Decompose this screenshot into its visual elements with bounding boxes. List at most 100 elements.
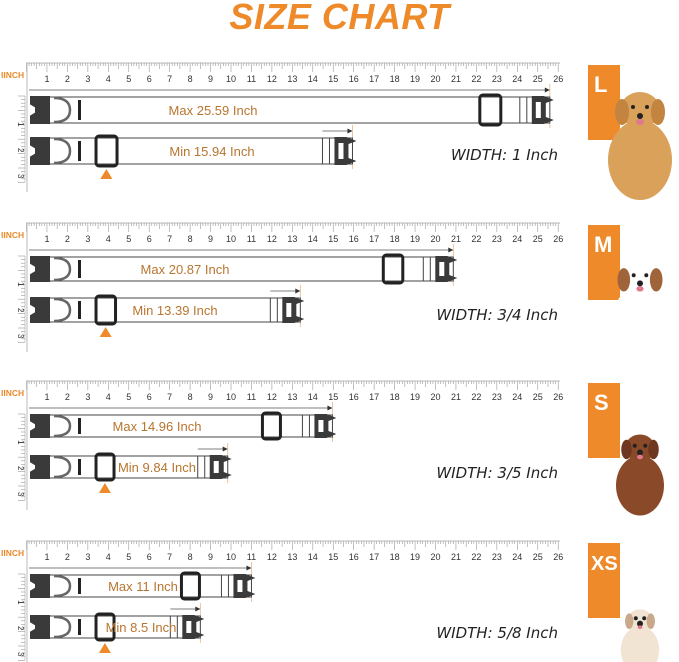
min-collar: Min 13.39 Inch [30,285,305,337]
slider-buckle-icon [94,134,119,168]
buckle-female-icon [30,297,50,323]
buckle-female-icon [30,96,50,124]
stitch-bar [78,619,81,635]
vertical-tick-label: 2 [16,466,25,471]
vertical-tick-label: 3 [16,334,25,339]
ruler-tick-label: 16 [349,392,359,402]
stitch-bar [78,100,81,120]
dog-photo-golden-retriever [608,92,672,200]
dog-tongue [637,454,643,460]
dog-eye [645,105,649,109]
ruler-tick-label: 22 [471,552,481,562]
ruler-tick-label: 19 [410,74,420,84]
buckle-slot [186,621,192,633]
ruler-tick-label: 1 [44,552,49,562]
stitch-bar [78,260,81,278]
size-badge [588,225,620,300]
dog-nose [637,449,643,456]
ruler-tick-label: 21 [451,234,461,244]
size-badge-label: M [594,232,612,257]
ruler-tick-label: 24 [512,74,522,84]
dog-eye [631,105,635,109]
ruler-tick-label: 9 [208,74,213,84]
size-chart-title: SIZE CHART [229,0,450,37]
stitch-bar [78,301,81,319]
buckle-male-icon [282,297,305,323]
keeper-loop [519,96,528,124]
d-ring-icon [53,574,72,598]
buckle-male-icon [314,414,337,438]
dog-nose [637,113,643,119]
ruler-tick-label: 10 [226,552,236,562]
ruler-tick-label: 17 [369,392,379,402]
arrow-head-icon [544,87,550,93]
max-length-label: Max 25.59 Inch [169,103,258,118]
d-ring-icon [53,297,72,323]
ruler-tick-label: 25 [533,552,543,562]
vertical-tick-label: 2 [16,626,25,631]
dog-nose [637,280,643,287]
vertical-tick-label: 3 [16,492,25,497]
ruler-tick-label: 17 [369,552,379,562]
ruler-tick-label: 26 [553,234,563,244]
dog-eye [642,616,647,621]
vertical-tick-label: 2 [16,148,25,153]
max-collar: Max 20.87 Inch [29,244,458,286]
ruler-tick-label: 18 [390,74,400,84]
slider-buckle-icon [478,93,503,127]
width-label: WIDTH: 1 Inch [451,146,558,164]
adjust-triangle-icon [98,483,111,493]
ruler-tick-label: 22 [471,74,481,84]
ruler-tick-label: 10 [226,392,236,402]
keeper-loop [301,414,310,438]
adjust-triangle-icon [99,327,112,337]
vertical-tick-label: 1 [16,600,25,605]
dog-nose [637,620,643,627]
size-section-s: 1 2 3 4 5 6 7 8 9 10 11 12 13 14 15 16 17 18 19 20 21 22 23 24 2… [1,380,664,516]
ruler-tick-label: 6 [147,392,152,402]
buckle-female-icon [30,615,50,639]
ruler-tick-label: 12 [267,552,277,562]
dog-ear [615,99,629,125]
ruler-tick-label: 1 [44,74,49,84]
ruler-tick-label: 11 [247,234,256,244]
ruler-tick-label: 13 [287,392,297,402]
dog-photo-chihuahua [620,609,660,662]
ruler-tick-label: 26 [553,552,563,562]
keeper-loop [169,615,178,639]
buckle-male-icon [531,96,554,124]
collar-strap [47,137,353,165]
width-label: WIDTH: 3/5 Inch [436,464,558,482]
buckle-male-icon [182,615,205,639]
ruler-tick-label: 24 [512,392,522,402]
ruler-tick-label: 14 [308,234,318,244]
keeper-loop [220,574,229,598]
size-section-xs: 1 2 3 4 5 6 7 8 9 10 11 12 13 14 15 16 17 18 19 20 21 22 23 24 2… [1,540,660,662]
dog-ear [621,439,632,460]
ruler-tick-label: 21 [451,392,461,402]
ruler-tick-label: 3 [85,552,90,562]
size-badge [588,543,620,618]
ruler-tick-label: 11 [247,74,256,84]
dog-head [622,261,658,295]
unit-label: IINCH [1,230,24,240]
ruler-tick-label: 12 [267,234,277,244]
vertical-tick-label: 1 [16,282,25,287]
buckle-male-icon [233,574,256,598]
ruler-tick-label: 15 [328,74,338,84]
ruler-tick-label: 17 [369,234,379,244]
ruler-tick-label: 21 [451,74,461,84]
max-length-label: Max 11 Inch [108,579,178,594]
ruler-tick-label: 19 [410,392,420,402]
buckle-slot [439,262,445,276]
buckle-female-icon [30,137,50,165]
ruler-tick-label: 4 [106,392,111,402]
dog-eye [631,273,636,278]
ruler-tick-label: 24 [512,234,522,244]
ruler-tick-label: 23 [492,552,502,562]
unit-label: IINCH [1,548,24,558]
vertical-tick-label: 1 [16,440,25,445]
ruler-tick-label: 18 [390,392,400,402]
buckle-male-icon [334,137,357,165]
dog-ear [648,439,659,460]
